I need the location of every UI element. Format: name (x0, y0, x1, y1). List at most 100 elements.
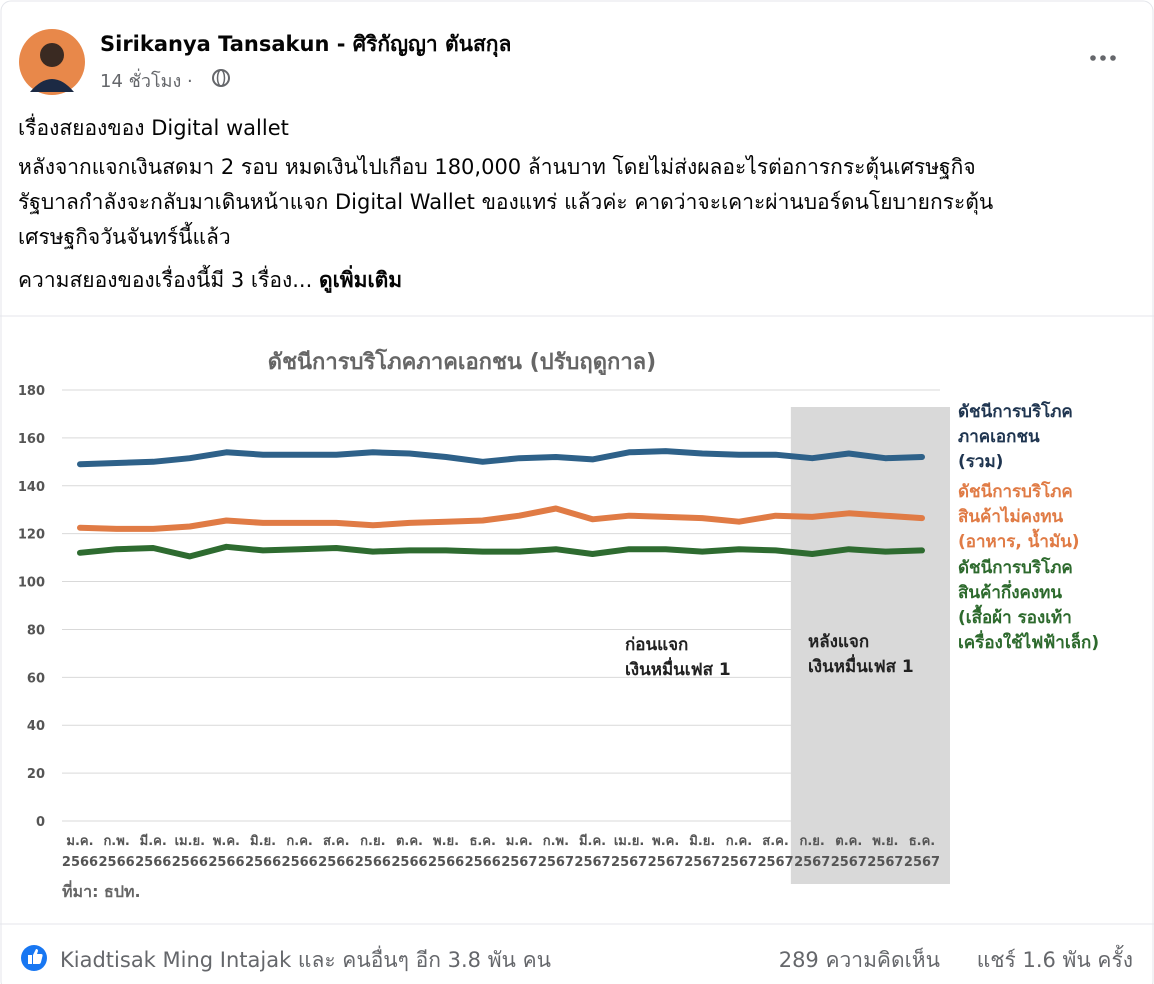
x-tick-year: 2567 (648, 855, 684, 870)
author-name[interactable]: Sirikanya Tansakun - ศิริกัญญา ตันสกุล (100, 32, 512, 56)
paragraph-line: เศรษฐกิจวันจันทร์นี้แล้ว (18, 225, 231, 249)
x-tick-month: มิ.ย. (689, 834, 715, 849)
x-tick-year: 2566 (135, 855, 171, 870)
thumb (28, 949, 43, 964)
x-tick-month: ธ.ค. (469, 834, 496, 849)
chart-source: ที่มา: ธปท. (62, 880, 141, 901)
x-tick-month: พ.ค. (213, 834, 240, 849)
y-tick-label: 20 (27, 767, 45, 782)
x-tick-label: ส.ค. 2567 (757, 834, 793, 870)
y-tick-label: 100 (18, 576, 45, 591)
x-tick-year: 2566 (208, 855, 244, 870)
x-tick-label: เม.ย. 2566 (172, 834, 208, 870)
x-tick-year: 2566 (465, 855, 501, 870)
x-tick-year: 2567 (867, 855, 903, 870)
x-tick-label: ต.ค. 2567 (831, 834, 867, 870)
x-tick-label: ก.ค. 2567 (721, 834, 757, 870)
x-tick-year: 2566 (245, 855, 281, 870)
x-tick-month: ก.ย. (360, 834, 385, 849)
data-line (77, 505, 925, 532)
x-tick-year: 2567 (904, 855, 940, 870)
x-tick-month: ม.ค. (506, 834, 533, 849)
x-tick-label: ม.ค. 2566 (62, 834, 98, 870)
x-tick-month: ก.ค. (286, 834, 312, 849)
x-tick-year: 2567 (574, 855, 610, 870)
paragraph-line: รัฐบาลกำลังจะกลับมาเดินหน้าแจก Digital W… (18, 190, 994, 214)
y-tick-label: 120 (18, 528, 45, 543)
x-tick-year: 2567 (501, 855, 537, 870)
x-tick-month: พ.ย. (433, 834, 459, 849)
x-tick-year: 2566 (99, 855, 135, 870)
see-more[interactable]: ดูเพิ่มเติม (318, 268, 403, 292)
x-tick-label: มิ.ย. 2567 (684, 834, 720, 870)
shares[interactable]: แชร์ 1.6 พัน ครั้ง (976, 948, 1133, 972)
headline: เรื่องสยองของ Digital wallet (18, 116, 289, 140)
x-tick-month: พ.ค. (652, 834, 679, 849)
x-tick-month: เม.ย. (614, 834, 645, 849)
x-tick-year: 2567 (794, 855, 830, 870)
comments[interactable]: 289 ความคิดเห็น (778, 948, 940, 972)
data-line (77, 448, 925, 468)
x-tick-label: พ.ค. 2566 (208, 834, 244, 870)
x-tick-year: 2566 (428, 855, 464, 870)
x-tick-label: ก.ย. 2567 (794, 834, 830, 870)
reactions[interactable]: Kiadtisak Ming Intajak และ คนอื่นๆ อีก 3… (60, 948, 551, 972)
x-tick-label: ก.ย. 2566 (355, 834, 391, 870)
x-tick-label: มี.ค. 2566 (135, 833, 171, 870)
x-tick-year: 2567 (757, 855, 793, 870)
x-tick-month: ต.ค. (835, 834, 862, 849)
legend-entry: ดัชนีการบริโภค สินค้าไม่คงทน (อาหาร, น้ำ… (958, 482, 1080, 552)
paragraph-line: หลังจากแจกเงินสดมา 2 รอบ หมดเงินไปเกือบ … (18, 155, 976, 179)
x-tick-year: 2567 (721, 855, 757, 870)
x-tick-year: 2566 (282, 855, 318, 870)
x-tick-year: 2567 (684, 855, 720, 870)
x-tick-year: 2566 (172, 855, 208, 870)
annotation: ก่อนแจก เงินหมื่นเฟส 1 (625, 635, 731, 680)
x-tick-month: ธ.ค. (909, 834, 936, 849)
x-tick-year: 2567 (538, 855, 574, 870)
x-tick-label: ก.ค. 2566 (282, 834, 318, 870)
x-tick-month: ก.ย. (799, 834, 824, 849)
x-tick-month: ก.ค. (726, 834, 752, 849)
x-tick-label: เม.ย. 2567 (611, 834, 647, 870)
x-tick-month: มี.ค. (140, 833, 167, 849)
data-line (77, 543, 925, 560)
x-tick-year: 2566 (62, 855, 98, 870)
x-tick-label: ต.ค. 2566 (391, 834, 427, 870)
x-tick-month: ส.ค. (762, 834, 789, 849)
legend-entry: ดัชนีการบริโภค ภาคเอกชน (รวม) (958, 402, 1073, 472)
x-tick-label: มิ.ย. 2566 (245, 834, 281, 870)
post-time[interactable]: 14 ชั่วโมง · (100, 71, 193, 92)
chart: ดัชนีการบริโภคภาคเอกชน (ปรับฤดูกาล) 0 20 40… (18, 348, 950, 901)
x-tick-month: ม.ค. (66, 834, 93, 849)
x-tick-year: 2567 (611, 855, 647, 870)
legend-entry: ดัชนีการบริโภค สินค้ากึ่งคงทน (เสื้อผ้า … (958, 558, 1100, 653)
x-tick-label: พ.ค. 2567 (648, 834, 684, 870)
x-tick-label: ก.พ. 2566 (99, 834, 135, 870)
x-tick-year: 2567 (831, 855, 867, 870)
x-tick-month: ก.พ. (103, 834, 129, 849)
teaser: ความสยองของเรื่องนี้มี 3 เรื่อง... (18, 268, 313, 292)
x-tick-label: พ.ย. 2567 (867, 834, 903, 870)
chart-title: ดัชนีการบริโภคภาคเอกชน (ปรับฤดูกาล) (268, 348, 656, 376)
avatar-body (30, 79, 74, 92)
avatar-face (40, 43, 64, 67)
x-tick-year: 2566 (391, 855, 427, 870)
x-tick-label: ธ.ค. 2566 (465, 834, 501, 870)
more-button[interactable] (1090, 55, 1116, 61)
x-tick-year: 2566 (318, 855, 354, 870)
x-tick-label: ธ.ค. 2567 (904, 834, 940, 870)
y-tick-label: 0 (36, 815, 45, 830)
globe-meridian (216, 69, 226, 87)
x-tick-label: มี.ค. 2567 (574, 833, 610, 870)
x-tick-month: มี.ค. (579, 833, 606, 849)
y-tick-label: 140 (18, 480, 45, 495)
x-tick-label: ม.ค. 2567 (501, 834, 537, 870)
highlight-band (790, 407, 950, 884)
y-tick-label: 60 (27, 671, 45, 686)
x-tick-month: พ.ย. (872, 834, 898, 849)
annotation: หลังแจก เงินหมื่นเฟส 1 (808, 632, 914, 677)
y-tick-label: 180 (18, 384, 45, 399)
